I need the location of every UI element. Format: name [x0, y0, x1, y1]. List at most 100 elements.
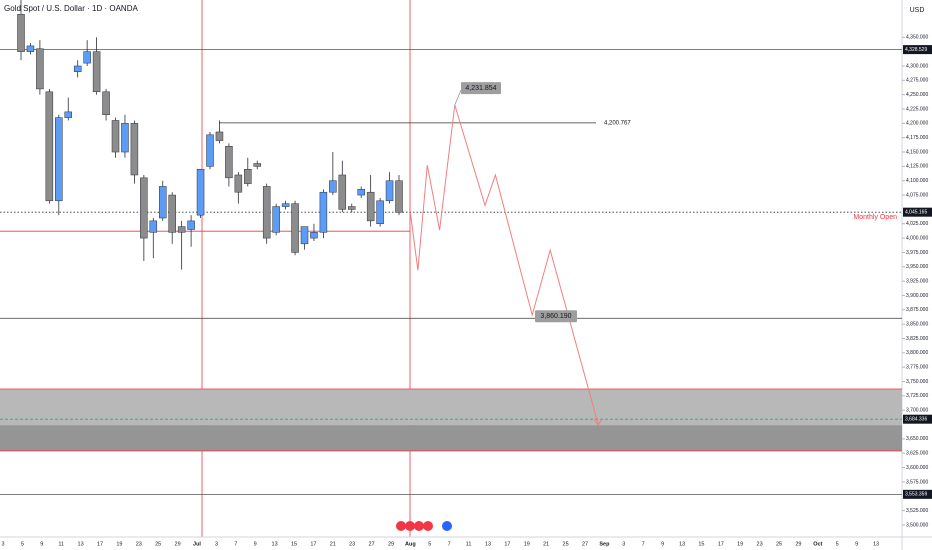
- y-tick-label: 3,775.000: [906, 365, 928, 371]
- callout-marker: [454, 89, 462, 106]
- y-tick-label: 3,750.000: [906, 379, 928, 385]
- candle-body: [234, 174, 243, 193]
- ray-label: 4,200.767: [604, 120, 631, 126]
- candle-body: [111, 120, 120, 153]
- y-tick-label: 3,875.000: [906, 307, 928, 313]
- price-label: 3,684.336: [905, 417, 927, 423]
- x-tick-label: 11: [58, 541, 64, 547]
- candle-body: [83, 51, 91, 64]
- candle-body: [73, 65, 82, 72]
- projection-path: [409, 104, 599, 426]
- callout-bg: [461, 82, 501, 95]
- candle-body: [130, 123, 139, 176]
- candle-body: [338, 174, 347, 210]
- event-icon: [396, 521, 406, 531]
- event-icon: [405, 521, 415, 531]
- y-tick-label: 3,975.000: [906, 250, 928, 256]
- y-tick-label: 4,025.000: [906, 221, 928, 227]
- price-label-bg: [903, 414, 932, 424]
- candle-body: [244, 168, 252, 184]
- candle-body: [159, 186, 167, 219]
- projection-arrow: [594, 418, 602, 427]
- x-tick-label: 9: [661, 541, 664, 547]
- candle-body: [187, 220, 195, 230]
- x-tick-label: 27: [369, 541, 375, 547]
- x-tick-label: 25: [155, 541, 161, 547]
- y-tick-label: 4,075.000: [906, 192, 928, 198]
- price-label: 3,553.359: [905, 492, 927, 498]
- x-tick-label: 9: [40, 541, 43, 547]
- price-label-bg: [903, 45, 932, 55]
- event-icon: [414, 521, 424, 531]
- candle-body: [149, 220, 158, 233]
- x-tick-label: 29: [175, 541, 181, 547]
- candle-body: [395, 180, 403, 213]
- y-tick-label: 3,900.000: [906, 293, 928, 299]
- candle-body: [348, 206, 356, 210]
- y-tick-label: 3,600.000: [906, 465, 928, 471]
- candle-body: [281, 203, 290, 207]
- candle-body: [55, 117, 63, 202]
- x-tick-label: 17: [310, 541, 316, 547]
- candle-body: [196, 168, 205, 216]
- x-tick-label: 13: [873, 541, 879, 547]
- x-tick-label: 9: [254, 541, 257, 547]
- x-tick-label: 17: [97, 541, 103, 547]
- x-tick-label: 13: [485, 541, 491, 547]
- candle-body: [64, 111, 72, 118]
- x-tick-label: 7: [642, 541, 645, 547]
- y-tick-label: 3,650.000: [906, 436, 928, 442]
- y-tick-label: 4,200.000: [906, 121, 928, 127]
- y-tick-label: 4,300.000: [906, 63, 928, 69]
- x-tick-label: 3: [215, 541, 218, 547]
- candle-body: [140, 177, 148, 239]
- candle-body: [102, 91, 110, 115]
- y-tick-label: 4,000.000: [906, 235, 928, 241]
- x-tick-label: 5: [428, 541, 431, 547]
- candle-body: [385, 180, 394, 202]
- x-tick-label: 25: [776, 541, 782, 547]
- x-tick-label: 3: [622, 541, 625, 547]
- candle-body: [300, 226, 309, 245]
- y-tick-label: 3,850.000: [906, 321, 928, 327]
- x-tick-label: 29: [388, 541, 394, 547]
- callout-label: 3,860.190: [540, 313, 571, 320]
- x-tick-label: 13: [272, 541, 278, 547]
- candle-body: [310, 232, 318, 239]
- candle-body: [177, 226, 186, 233]
- x-tick-label: 23: [136, 541, 142, 547]
- x-tick-label: 23: [349, 541, 355, 547]
- y-tick-label: 3,500.000: [906, 522, 928, 528]
- zone-lower: [0, 425, 902, 451]
- candle-body: [36, 48, 44, 90]
- x-tick-label: 29: [795, 541, 801, 547]
- candle-body: [272, 206, 280, 233]
- y-tick-label: 4,250.000: [906, 92, 928, 98]
- y-tick-label: 4,225.000: [906, 106, 928, 112]
- y-tick-label: 4,275.000: [906, 78, 928, 84]
- event-icon: [423, 521, 433, 531]
- price-label-bg: [903, 207, 932, 217]
- y-tick-label: 4,350.000: [906, 35, 928, 41]
- x-tick-label: 19: [116, 541, 122, 547]
- chart-title: Gold Spot / U.S. Dollar · 1D · OANDA: [4, 4, 138, 13]
- candle-body: [291, 203, 299, 253]
- candle-body: [262, 186, 271, 239]
- x-tick-label: Jul: [193, 541, 201, 547]
- candle-body: [45, 91, 54, 202]
- y-tick-label: 3,700.000: [906, 408, 928, 414]
- candle-body: [168, 194, 176, 233]
- x-tick-label: 3: [1, 541, 4, 547]
- y-tick-label: 3,950.000: [906, 264, 928, 270]
- x-tick-label: 17: [718, 541, 724, 547]
- candle-body: [206, 134, 214, 167]
- candle-body: [215, 131, 224, 141]
- x-tick-label: Oct: [813, 541, 822, 547]
- x-tick-label: 27: [582, 541, 588, 547]
- x-tick-label: 5: [21, 541, 24, 547]
- y-tick-label: 3,575.000: [906, 479, 928, 485]
- x-tick-label: 19: [524, 541, 530, 547]
- y-tick-label: 3,625.000: [906, 451, 928, 457]
- y-tick-label: 3,725.000: [906, 393, 928, 399]
